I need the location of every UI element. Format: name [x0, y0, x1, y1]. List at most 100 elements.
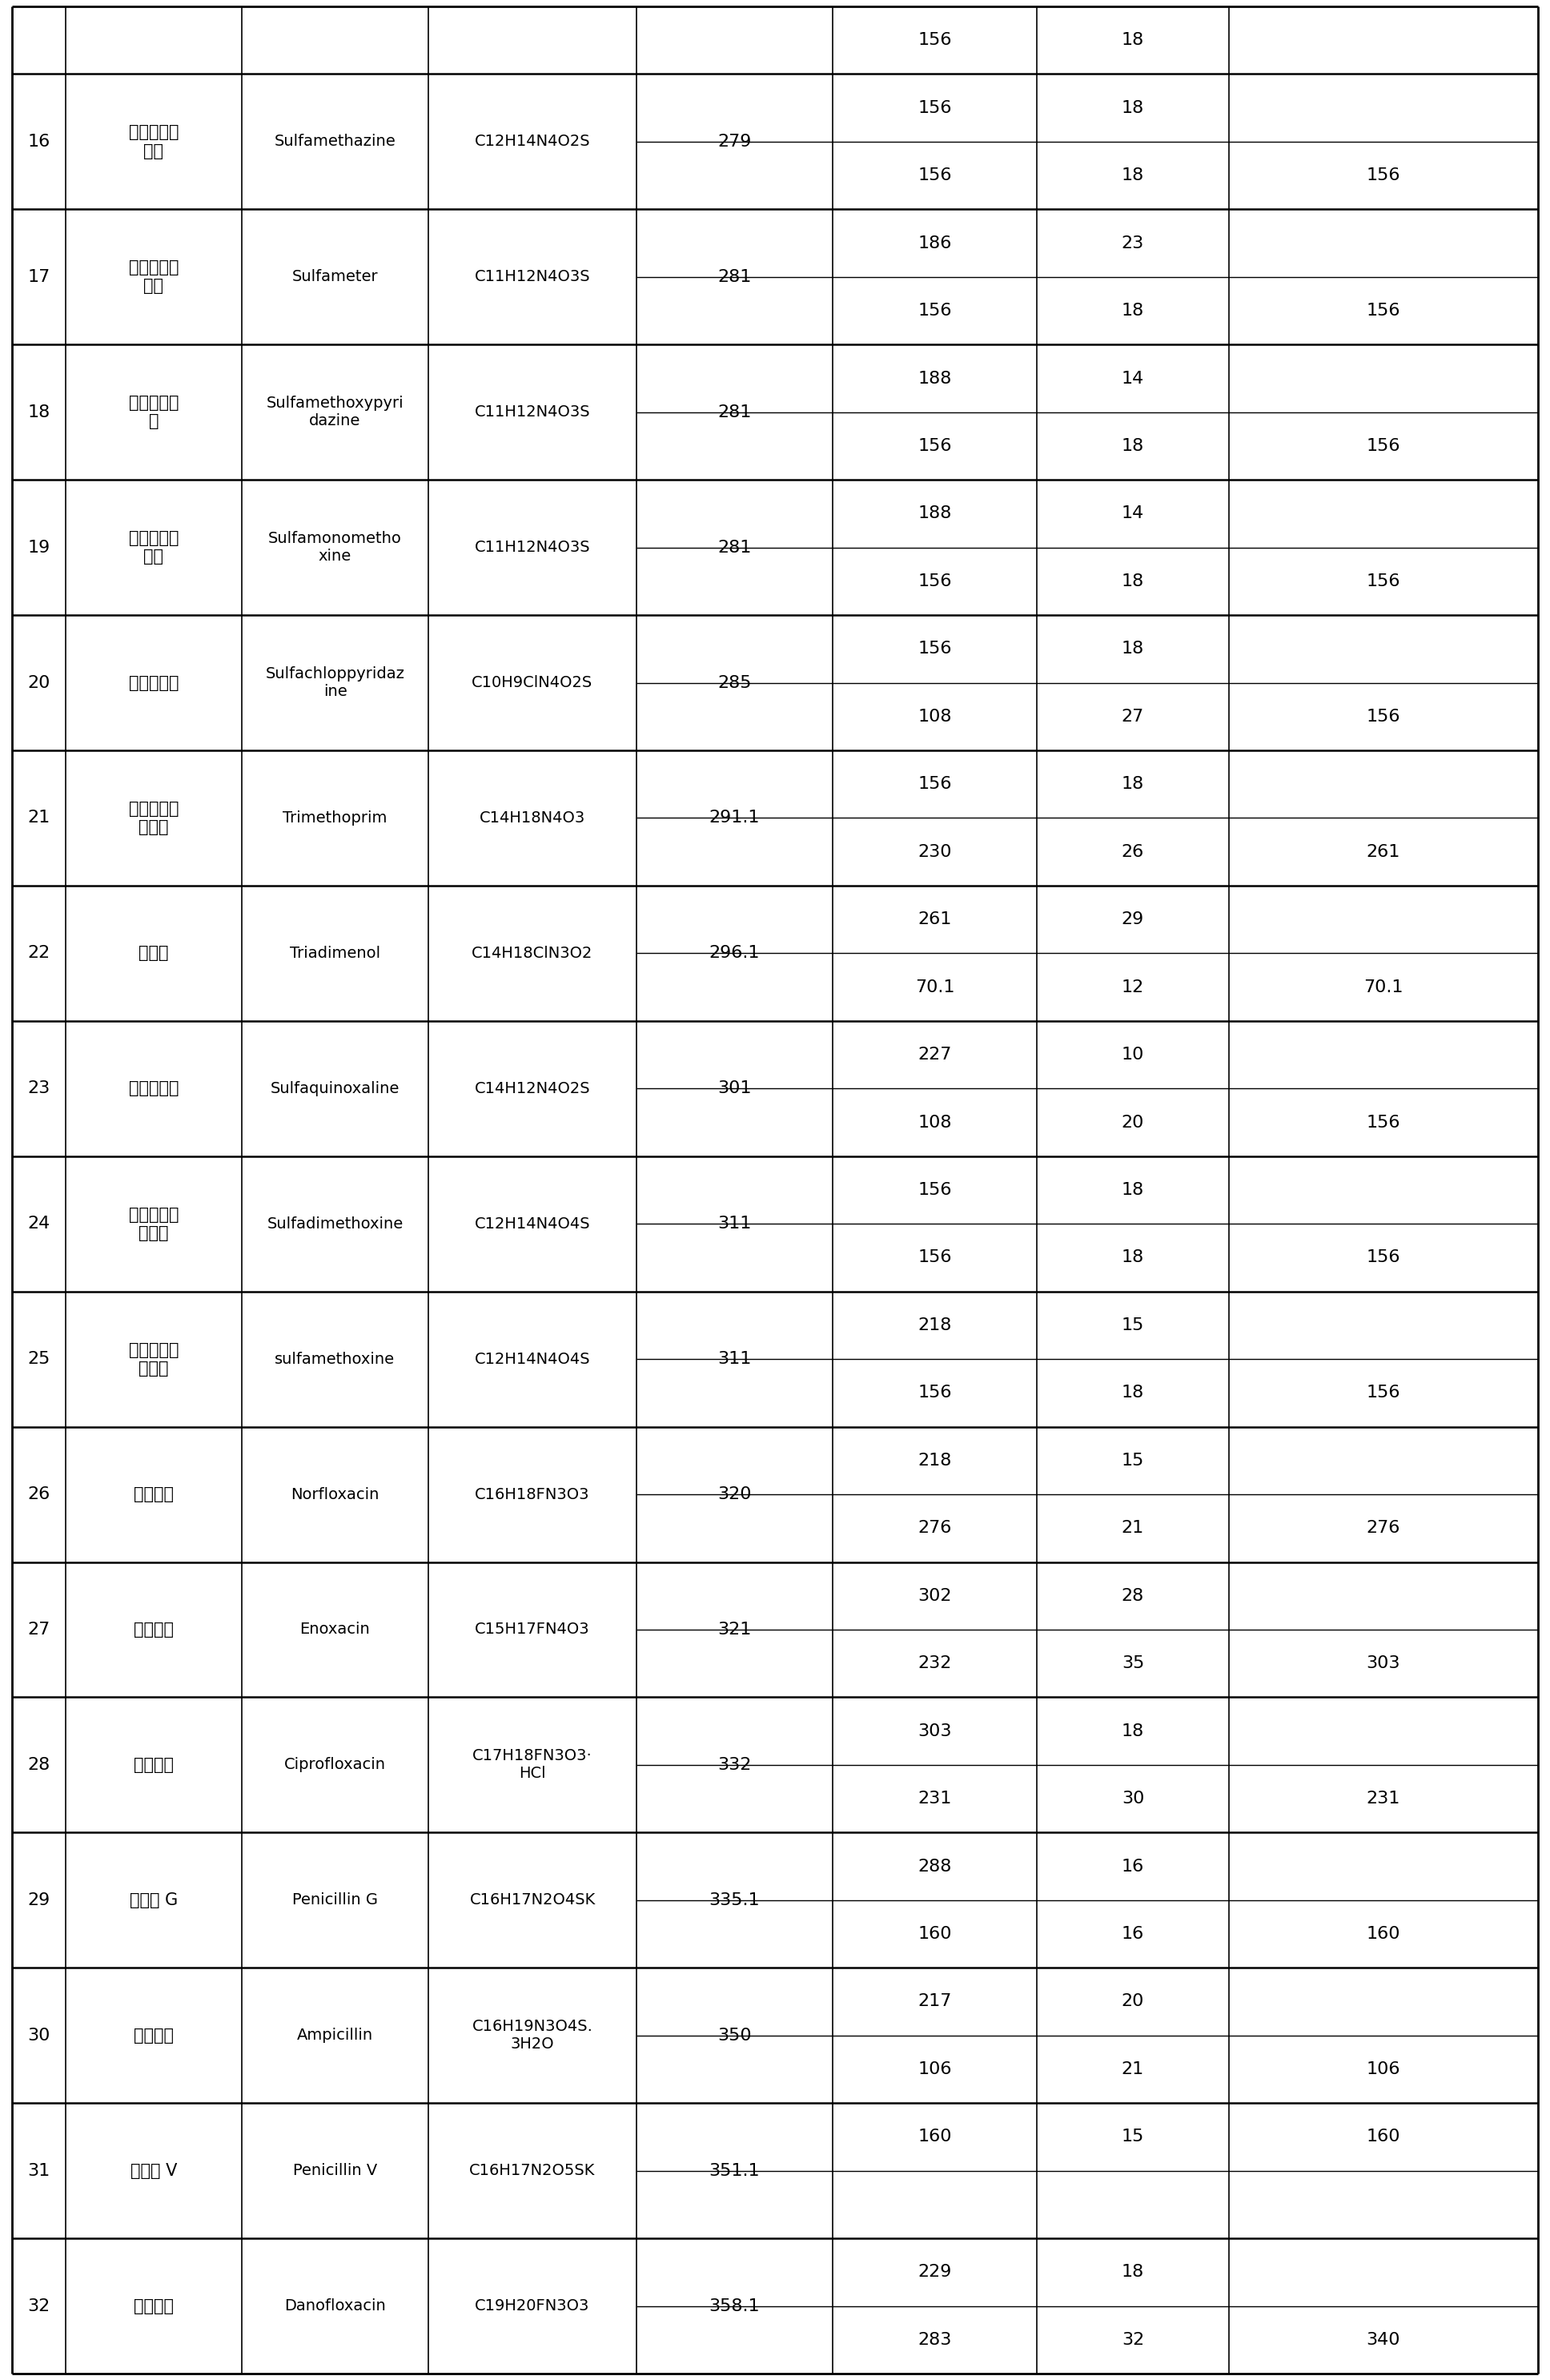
Text: C16H18FN3O3: C16H18FN3O3	[474, 1488, 591, 1502]
Text: 340: 340	[1367, 2332, 1401, 2347]
Text: 21: 21	[1122, 2061, 1144, 2078]
Text: 230: 230	[918, 845, 952, 859]
Text: 磺胺间甲氧
嘧啶: 磺胺间甲氧 嘧啶	[129, 531, 178, 564]
Text: Sulfamonometho
xine: Sulfamonometho xine	[268, 531, 401, 564]
Text: 276: 276	[918, 1521, 952, 1535]
Text: 261: 261	[918, 912, 952, 928]
Text: 16: 16	[1122, 1859, 1144, 1875]
Text: 29: 29	[28, 1892, 50, 1909]
Text: 281: 281	[718, 269, 752, 286]
Text: 301: 301	[718, 1081, 752, 1097]
Text: 18: 18	[1122, 167, 1144, 183]
Text: 335.1: 335.1	[708, 1892, 760, 1909]
Text: 156: 156	[918, 167, 952, 183]
Text: 351.1: 351.1	[708, 2163, 760, 2178]
Text: 20: 20	[1122, 1114, 1144, 1130]
Text: 232: 232	[918, 1656, 952, 1671]
Text: 160: 160	[1367, 1925, 1401, 1942]
Text: 106: 106	[918, 2061, 952, 2078]
Text: 诺氟沙星: 诺氟沙星	[133, 1488, 174, 1502]
Text: 26: 26	[28, 1488, 50, 1502]
Text: 16: 16	[1122, 1925, 1144, 1942]
Text: 156: 156	[1367, 574, 1401, 590]
Text: 氨苄西林: 氨苄西林	[133, 2028, 174, 2044]
Text: 321: 321	[718, 1621, 752, 1637]
Text: 18: 18	[1122, 302, 1144, 319]
Text: 10: 10	[1122, 1047, 1144, 1064]
Text: 350: 350	[718, 2028, 752, 2044]
Text: Sulfameter: Sulfameter	[291, 269, 378, 286]
Text: C16H17N2O5SK: C16H17N2O5SK	[470, 2163, 595, 2178]
Text: 70.1: 70.1	[1364, 978, 1403, 995]
Text: 18: 18	[1122, 100, 1144, 117]
Text: 22: 22	[28, 945, 50, 962]
Text: 188: 188	[918, 505, 952, 521]
Text: 156: 156	[1367, 438, 1401, 455]
Text: Ampicillin: Ampicillin	[298, 2028, 374, 2042]
Text: 281: 281	[718, 405, 752, 421]
Text: 20: 20	[28, 676, 50, 690]
Text: 70.1: 70.1	[914, 978, 955, 995]
Text: C15H17FN4O3: C15H17FN4O3	[474, 1623, 591, 1637]
Text: 27: 27	[28, 1621, 50, 1637]
Text: 磺胺对甲氧
嘧啶: 磺胺对甲氧 嘧啶	[129, 259, 178, 295]
Text: 231: 231	[1367, 1790, 1401, 1806]
Text: Trimethoprim: Trimethoprim	[282, 812, 388, 826]
Text: 160: 160	[918, 2128, 952, 2144]
Text: Ciprofloxacin: Ciprofloxacin	[284, 1756, 386, 1773]
Text: C17H18FN3O3·
HCl: C17H18FN3O3· HCl	[473, 1749, 592, 1780]
Text: Penicillin V: Penicillin V	[293, 2163, 377, 2178]
Text: 217: 217	[918, 1994, 952, 2009]
Text: 156: 156	[918, 1183, 952, 1197]
Text: 188: 188	[918, 371, 952, 386]
Text: 35: 35	[1122, 1656, 1144, 1671]
Text: 27: 27	[1122, 709, 1144, 724]
Text: 218: 218	[918, 1452, 952, 1468]
Text: C19H20FN3O3: C19H20FN3O3	[474, 2299, 591, 2313]
Text: Danofloxacin: Danofloxacin	[284, 2299, 386, 2313]
Text: Sulfadimethoxine: Sulfadimethoxine	[267, 1216, 403, 1230]
Text: 17: 17	[28, 269, 50, 286]
Text: 25: 25	[28, 1352, 50, 1366]
Text: 31: 31	[28, 2163, 50, 2178]
Text: 160: 160	[1367, 2128, 1401, 2144]
Text: C14H18ClN3O2: C14H18ClN3O2	[471, 945, 594, 962]
Text: 26: 26	[1122, 845, 1144, 859]
Text: C11H12N4O3S: C11H12N4O3S	[474, 405, 591, 419]
Text: 283: 283	[918, 2332, 952, 2347]
Text: 106: 106	[1367, 2061, 1401, 2078]
Text: C12H14N4O2S: C12H14N4O2S	[474, 133, 591, 150]
Text: 28: 28	[1122, 1587, 1144, 1604]
Text: 303: 303	[1367, 1656, 1401, 1671]
Text: 磺胺甲氧哒
嗪: 磺胺甲氧哒 嗪	[129, 395, 178, 428]
Text: 156: 156	[1367, 1114, 1401, 1130]
Text: 28: 28	[28, 1756, 50, 1773]
Text: 30: 30	[1122, 1790, 1144, 1806]
Text: 302: 302	[918, 1587, 952, 1604]
Text: 18: 18	[1122, 574, 1144, 590]
Text: 156: 156	[918, 574, 952, 590]
Text: 156: 156	[918, 33, 952, 48]
Text: 32: 32	[1122, 2332, 1144, 2347]
Text: 156: 156	[918, 100, 952, 117]
Text: 156: 156	[918, 1385, 952, 1402]
Text: 30: 30	[28, 2028, 50, 2044]
Text: 285: 285	[718, 676, 752, 690]
Text: 18: 18	[1122, 2263, 1144, 2280]
Text: 156: 156	[918, 438, 952, 455]
Text: 23: 23	[28, 1081, 50, 1097]
Text: 18: 18	[1122, 1385, 1144, 1402]
Text: sulfamethoxine: sulfamethoxine	[274, 1352, 395, 1366]
Text: 261: 261	[1367, 845, 1401, 859]
Text: 227: 227	[918, 1047, 952, 1064]
Text: Norfloxacin: Norfloxacin	[291, 1488, 380, 1502]
Text: 三唑醇: 三唑醇	[138, 945, 169, 962]
Text: 156: 156	[1367, 1385, 1401, 1402]
Text: 229: 229	[918, 2263, 952, 2280]
Text: 288: 288	[918, 1859, 952, 1875]
Text: Triadimenol: Triadimenol	[290, 945, 380, 962]
Text: 18: 18	[1122, 1723, 1144, 1740]
Text: 磺胺二甲基
嘧啶: 磺胺二甲基 嘧啶	[129, 124, 178, 159]
Text: 15: 15	[1122, 2128, 1144, 2144]
Text: 311: 311	[718, 1216, 752, 1233]
